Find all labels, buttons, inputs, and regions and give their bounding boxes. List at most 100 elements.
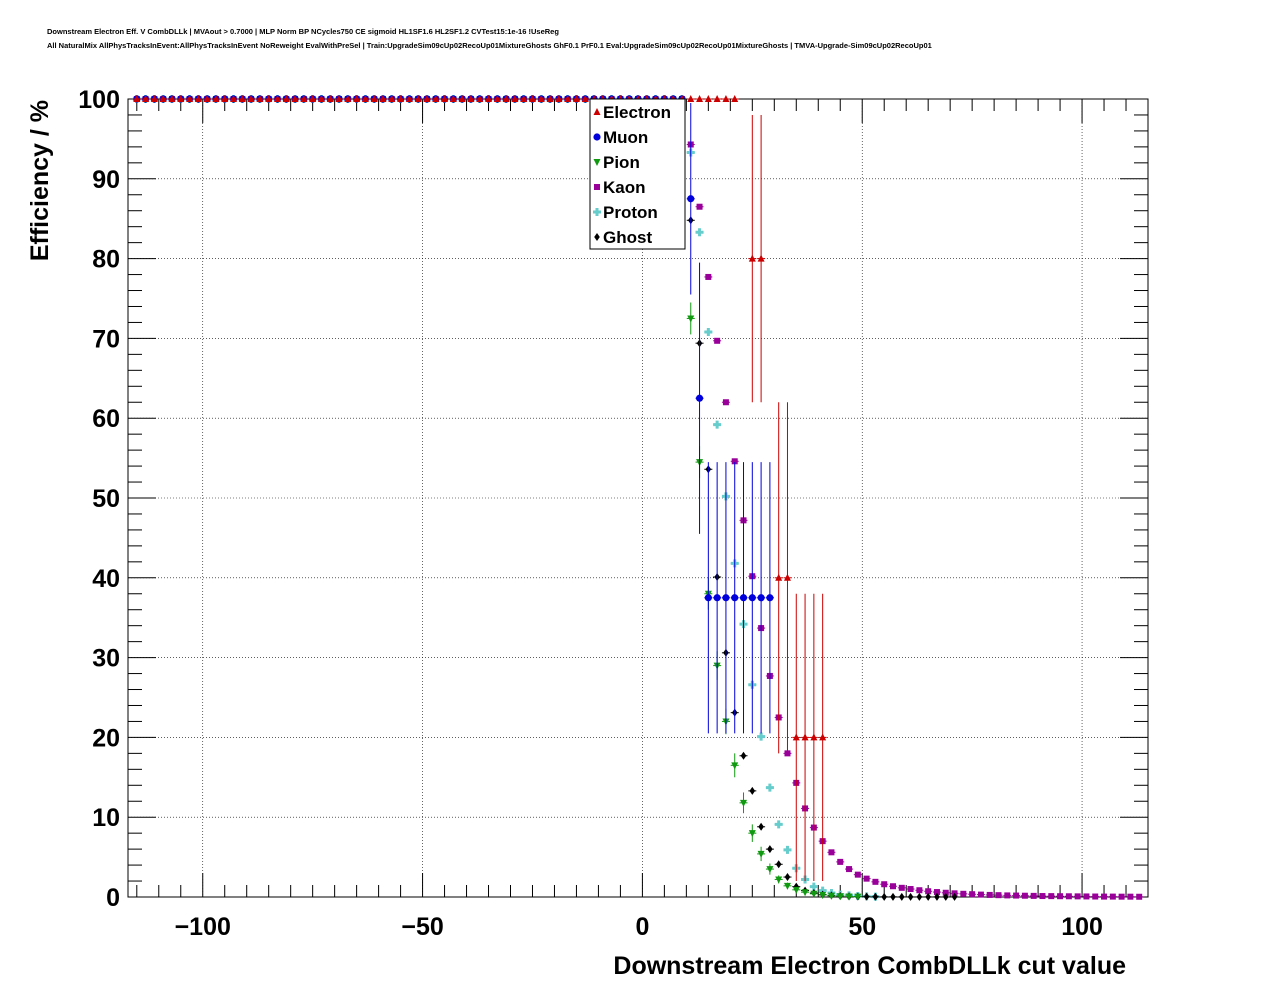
data-point (432, 95, 440, 102)
data-point (1074, 893, 1081, 900)
data-point (449, 95, 457, 102)
data-point (757, 594, 765, 602)
data-point (907, 892, 914, 901)
data-point (230, 95, 238, 102)
legend-marker (593, 159, 601, 166)
data-point (890, 883, 896, 890)
data-point (784, 873, 791, 882)
data-point (819, 892, 827, 900)
data-point (695, 394, 704, 402)
legend-label-electron: Electron (603, 103, 671, 122)
data-point (942, 889, 949, 896)
data-point (485, 95, 493, 102)
data-point (1021, 892, 1028, 899)
data-point (344, 95, 352, 102)
data-point (502, 95, 510, 102)
data-point (774, 820, 783, 829)
data-point (186, 95, 194, 102)
y-tick-label: 70 (92, 325, 120, 353)
data-point (731, 458, 738, 465)
x-tick-label: −50 (401, 913, 443, 941)
data-point (810, 733, 818, 741)
data-point (696, 95, 704, 102)
data-point (1101, 893, 1108, 900)
data-point (828, 849, 835, 856)
data-point (695, 228, 704, 237)
axis-ticks (128, 98, 1149, 898)
data-point (537, 95, 545, 102)
data-point (704, 594, 712, 602)
data-point (467, 95, 475, 102)
data-point (854, 893, 862, 901)
data-point (555, 95, 563, 102)
y-tick-label: 30 (92, 645, 120, 673)
data-point (405, 95, 413, 102)
data-point (995, 892, 1002, 899)
data-point (353, 95, 361, 102)
data-point (872, 892, 879, 901)
y-tick-label: 0 (106, 884, 120, 912)
data-point (1136, 893, 1143, 900)
data-point (740, 799, 748, 807)
data-point (765, 783, 774, 792)
data-point (792, 886, 800, 894)
data-point (150, 95, 158, 102)
y-tick-label: 90 (92, 166, 120, 194)
data-point (801, 733, 809, 741)
data-point (863, 875, 870, 882)
data-point (361, 95, 369, 102)
chart-title-line-2: All NaturalMix AllPhysTracksInEvent:AllP… (47, 41, 932, 50)
data-point (801, 889, 809, 897)
x-tick-label: 100 (1061, 913, 1103, 941)
data-point (528, 95, 536, 102)
data-point (687, 315, 695, 323)
data-point (713, 420, 722, 429)
data-point (493, 95, 501, 102)
data-point (722, 95, 730, 102)
data-point (282, 95, 290, 102)
data-point (881, 881, 888, 888)
data-point (581, 95, 589, 102)
data-point (722, 399, 729, 406)
data-point (713, 95, 721, 102)
data-point (925, 892, 931, 901)
data-point (766, 866, 774, 874)
data-point (291, 95, 299, 102)
data-point (916, 887, 923, 894)
data-point (476, 95, 484, 102)
data-point (397, 95, 405, 102)
data-point (757, 850, 765, 858)
y-tick-label: 60 (92, 405, 120, 433)
data-point (309, 95, 317, 102)
y-tick-label: 50 (92, 485, 120, 513)
legend-marker (593, 133, 601, 141)
legend-marker (594, 233, 600, 241)
data-point (960, 890, 967, 897)
x-tick-label: 0 (635, 913, 649, 941)
x-tick-label: 50 (848, 913, 876, 941)
data-point (907, 886, 914, 893)
legend-marker (593, 108, 601, 115)
data-point (326, 95, 334, 102)
data-point (1065, 893, 1072, 900)
data-point (142, 95, 150, 102)
legend: Electron Muon Pion Kaon Proton Ghost (589, 98, 686, 250)
data-point (767, 845, 773, 854)
data-point (775, 860, 782, 869)
data-point (1057, 893, 1064, 900)
y-tick-label: 20 (92, 724, 120, 752)
legend-label-kaon: Kaon (603, 178, 646, 197)
data-point (809, 882, 818, 891)
data-point (256, 95, 264, 102)
data-point (300, 95, 308, 102)
data-point (854, 871, 861, 878)
data-point (1092, 893, 1099, 900)
data-point (775, 573, 783, 581)
data-point (986, 891, 993, 898)
data-point (740, 751, 747, 760)
legend-box (589, 98, 686, 250)
data-point (687, 195, 695, 203)
data-point (748, 830, 756, 838)
data-point (1030, 892, 1037, 899)
